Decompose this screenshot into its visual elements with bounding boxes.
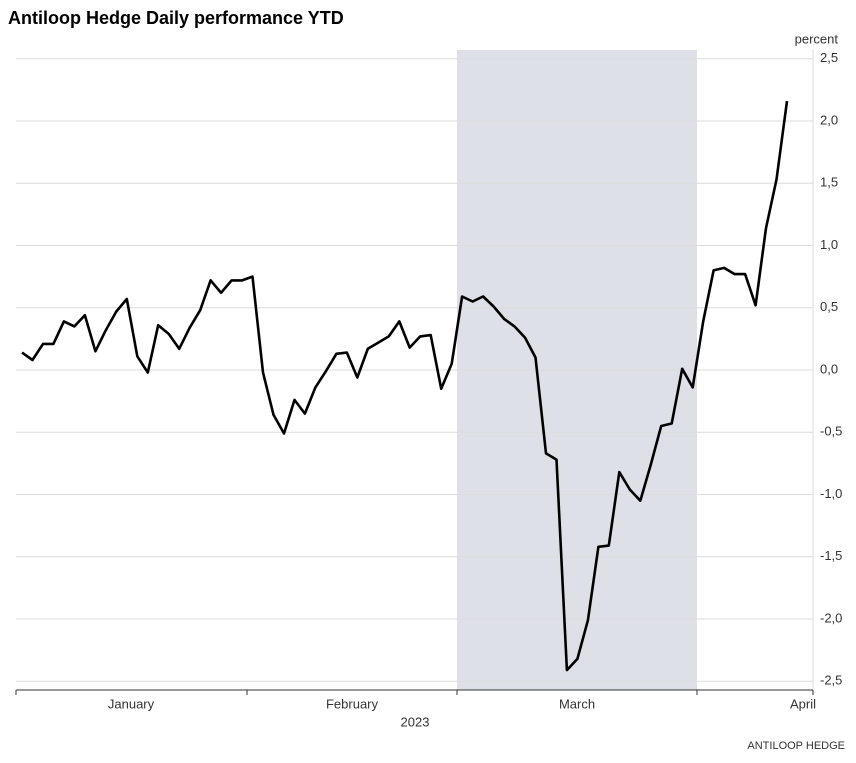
- y-tick-label: -2,0: [820, 610, 842, 625]
- x-tick-label: January: [108, 696, 155, 711]
- y-axis-label: percent: [795, 31, 839, 46]
- chart-title: Antiloop Hedge Daily performance YTD: [8, 8, 344, 28]
- x-axis-label: 2023: [401, 714, 430, 729]
- y-tick-label: -2,5: [820, 673, 842, 688]
- y-tick-label: -1,0: [820, 486, 842, 501]
- x-tick-label: February: [326, 696, 379, 711]
- y-tick-label: -1,5: [820, 548, 842, 563]
- y-tick-label: 0,0: [820, 361, 838, 376]
- y-tick-label: 0,5: [820, 299, 838, 314]
- line-series: [21, 100, 789, 672]
- y-tick-label: 1,0: [820, 237, 838, 252]
- x-tick-label: March: [559, 696, 595, 711]
- x-tick-label: April: [790, 696, 816, 711]
- y-tick-label: -0,5: [820, 424, 842, 439]
- y-tick-label: 2,0: [820, 112, 838, 127]
- y-tick-label: 1,5: [820, 175, 838, 190]
- y-tick-label: 2,5: [820, 50, 838, 65]
- source: ANTILOOP HEDGE: [747, 740, 845, 752]
